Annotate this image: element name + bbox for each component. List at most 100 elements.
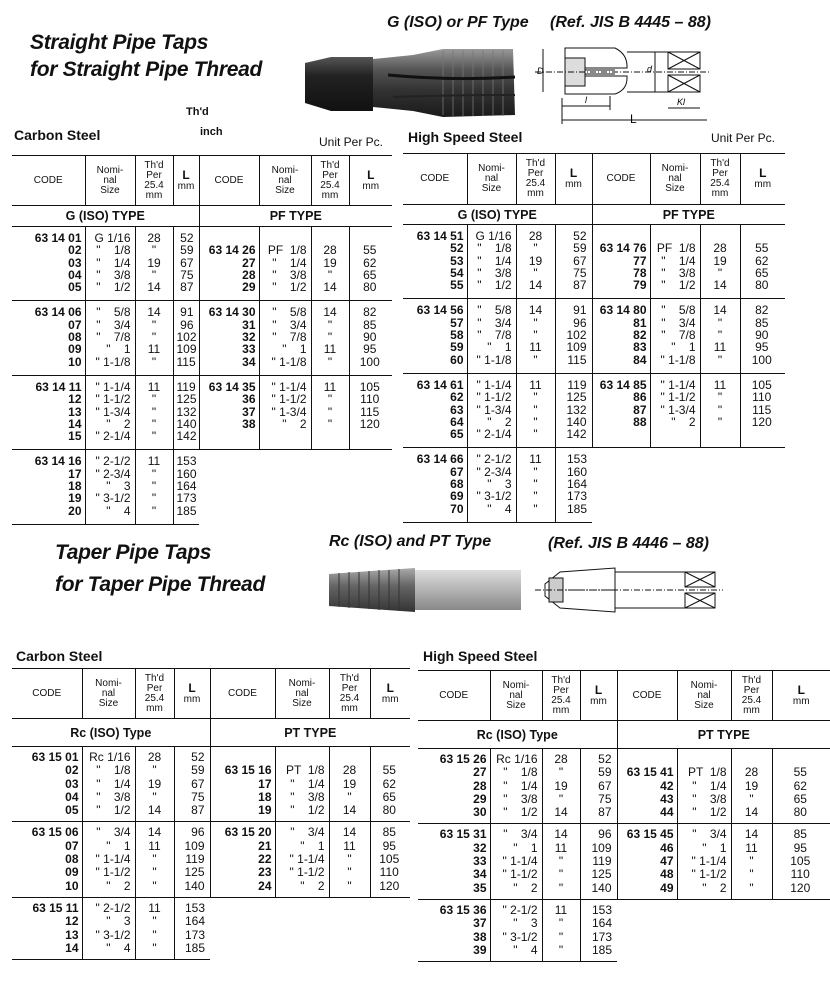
length-cell: 55 62 65 80 <box>739 224 785 300</box>
length-value: 55 <box>793 765 807 780</box>
length-value: 109 <box>184 838 205 853</box>
code-value: 63 14 06 <box>34 305 82 320</box>
code-value: 28 <box>242 267 256 282</box>
length-value: 110 <box>752 390 772 405</box>
threads-per-inch-value: 19 <box>713 253 727 268</box>
threads-per-inch-value: 11 <box>713 340 727 355</box>
length-value: 62 <box>793 778 807 793</box>
nominal-size-cell: " 2-1/2 " 3 " 3-1/2 " 4 <box>81 897 135 961</box>
threads-per-inch-cell: 14 " " 11 " <box>515 298 555 374</box>
code-value: 78 <box>633 265 647 280</box>
nominal-size-value: " 1-1/2 <box>289 865 325 880</box>
length-value: 95 <box>363 342 377 357</box>
column-header-code: CODE <box>616 670 677 721</box>
nominal-size-value: " 1 <box>487 340 512 355</box>
threads-per-inch-value: " <box>749 880 754 895</box>
code-value: 02 <box>65 763 79 778</box>
threads-per-inch-value: " <box>533 477 538 492</box>
threads-per-inch-value: " <box>152 852 157 867</box>
nominal-size-value: G 1/16 <box>475 229 512 243</box>
length-cell: 55 62 65 80 <box>369 746 410 823</box>
code-value: 04 <box>68 267 82 282</box>
type-row: Rc (ISO) Type PT TYPE <box>418 720 830 749</box>
length-value: 59 <box>598 765 612 780</box>
nominal-size-value: " 3/4 <box>477 315 512 330</box>
nominal-size-value: " 1-3/4 <box>660 402 696 417</box>
length-value: 65 <box>363 267 377 282</box>
length-value: 102 <box>176 330 197 345</box>
code-value: 19 <box>68 491 82 506</box>
threads-per-inch-value: 11 <box>529 377 542 392</box>
length-value: 67 <box>191 776 205 791</box>
threads-per-inch-value: " <box>151 466 157 481</box>
threads-per-inch-value: " <box>533 489 538 504</box>
length-cell: 82 85 90 95 100 <box>739 298 785 374</box>
length-value: 110 <box>360 392 380 407</box>
threads-per-inch-value: " <box>533 265 538 280</box>
nominal-size-value: PT 1/8 <box>688 765 727 780</box>
column-header-nominal-size: Nomi- nal Size <box>274 668 329 719</box>
nominal-size-value: " 1-1/2 <box>476 390 512 405</box>
nominal-size-value: " 1 <box>513 840 538 855</box>
length-value: 160 <box>566 464 587 479</box>
length-value: 82 <box>363 305 377 320</box>
length-cell: 91 96 102 109 115 <box>172 300 199 376</box>
code-value: 63 14 01 <box>34 231 82 245</box>
threads-per-inch-value: " <box>558 942 564 957</box>
code-value: 64 <box>450 414 464 429</box>
code-cell: 63 14 61 62 63 64 65 <box>403 373 467 449</box>
length-value: 55 <box>382 763 396 778</box>
nominal-size-value: " 3/8 <box>503 791 538 806</box>
nominal-size-value: " 1-1/8 <box>660 352 696 367</box>
code-value: 28 <box>473 778 487 793</box>
column-header-threads-per-inch: Th'd Per 25.4 mm <box>730 670 772 721</box>
length-cell: 91 96 102 109 115 <box>554 298 592 374</box>
nominal-size-value: " 1-1/2 <box>95 392 131 407</box>
column-header-nominal-size: Nomi- nal Size <box>258 155 311 206</box>
threads-per-inch-value: 14 <box>323 280 337 295</box>
threads-per-inch-value: 11 <box>147 342 161 357</box>
length-value: 102 <box>566 328 587 343</box>
straight-carbon-unit: Unit Per Pc. <box>319 135 384 149</box>
nominal-size-value: " 1-1/2 <box>95 865 131 880</box>
length-value: 119 <box>176 379 196 394</box>
column-header-threads-per-inch: Th'd Per 25.4 mm <box>699 153 740 205</box>
code-value: 36 <box>242 392 256 407</box>
code-value: 84 <box>633 352 647 367</box>
empty-cell <box>772 899 830 961</box>
nominal-size-value: " 1 <box>106 342 131 357</box>
code-value: 63 <box>450 402 464 417</box>
nominal-size-value: " 2-1/4 <box>95 429 131 444</box>
length-cell: 52 59 67 75 87 <box>579 748 617 825</box>
code-value: 39 <box>473 942 487 957</box>
column-header-nominal-size: Nomi- nal Size <box>676 670 731 721</box>
straight-hss-label: High Speed Steel <box>408 129 523 145</box>
nominal-size-value: " 1-1/4 <box>95 379 131 394</box>
diagram-label-D: D <box>537 66 544 76</box>
code-value: 63 15 31 <box>439 827 487 842</box>
row-group: 63 15 26 27 28 29 30 Rc 1/16 " 1/8 " 1/4 " 3/8 " … <box>418 748 830 825</box>
threads-per-inch-value: 28 <box>147 750 162 764</box>
length-value: 65 <box>793 791 807 806</box>
code-cell: 63 15 26 27 28 29 30 <box>418 748 490 825</box>
nominal-size-value: " 1/4 <box>272 255 307 270</box>
right-type-heading: PT TYPE <box>209 718 410 747</box>
code-value: 34 <box>242 354 256 369</box>
nominal-size-value: " 2-1/4 <box>476 427 512 442</box>
length-value: 164 <box>591 916 612 931</box>
code-value: 22 <box>258 852 272 867</box>
column-header-threads-per-inch: Th'd Per 25.4 mm <box>328 668 370 719</box>
nominal-size-value: " 3/4 <box>272 317 307 332</box>
code-value: 88 <box>633 414 647 429</box>
length-value: 91 <box>573 303 587 318</box>
nominal-size-value: " 3-1/2 <box>95 927 131 942</box>
threads-per-inch-cell: 11 " " " <box>134 897 174 961</box>
nominal-size-value: " 2-1/2 <box>476 452 512 467</box>
length-value: 164 <box>184 914 205 929</box>
type-row: Rc (ISO) Type PT TYPE <box>12 718 410 747</box>
threads-per-inch-cell: 28 19 " 14 <box>730 748 772 825</box>
length-value: 115 <box>176 354 196 369</box>
threads-per-inch-value: 14 <box>744 827 759 842</box>
threads-per-inch-value: " <box>558 916 564 931</box>
row-group: 63 14 11 12 13 14 15 " 1-1/4 " 1-1/2 " 1-3/4 " 2… <box>12 375 392 451</box>
